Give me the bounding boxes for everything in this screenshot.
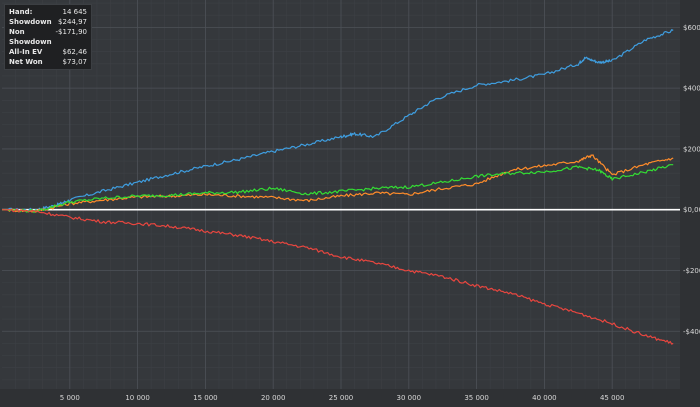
y-tick-label: $0,00 [683,206,700,214]
x-tick-label: 30 000 [397,394,422,402]
x-tick-label: 5 000 [60,394,80,402]
stat-value: 14 645 [62,8,88,16]
series-line-4 [1,208,674,345]
y-tick-label: $600 [683,24,700,32]
x-tick-label: 10 000 [125,394,150,402]
x-tick-label: 45 000 [600,394,625,402]
stat-row-net-won: Net Won $73,07 [9,57,87,67]
series-line-1 [2,29,674,212]
x-tick-label: 15 000 [193,394,218,402]
y-tick-label: $200 [683,145,700,153]
x-tick-label: 20 000 [261,394,286,402]
stat-label: Hand: [9,8,33,16]
series-layer [1,29,674,345]
stats-summary-box: Hand: 14 645 Showdown $244,97 Non Showdo… [4,4,92,70]
x-tick-label: 25 000 [329,394,354,402]
stat-row-showdown: Showdown $244,97 [9,17,87,27]
y-axis-ticks: $600 $400 $200 $0,00 -$200 -$400 [683,24,700,336]
stat-row-non-showdown: Non Showdown -$171,90 [9,27,87,47]
plot-background [0,0,680,389]
stat-value: $73,07 [62,58,88,66]
stat-value: $62,46 [62,48,88,56]
stat-label: All-In EV [9,48,43,56]
y-tick-label: -$200 [683,267,700,275]
stat-label: Non Showdown [9,28,52,46]
stat-value: $244,97 [58,18,87,26]
stat-label: Net Won [9,58,43,66]
stat-row-all-in-ev: All-In EV $62,46 [9,47,87,57]
x-axis-ticks: 5 000 10 000 15 000 20 000 25 000 30 000 35 00… [60,394,625,402]
series-line-3 [1,164,674,214]
x-tick-label: 35 000 [464,394,489,402]
stat-value: -$171,90 [55,28,87,36]
stat-row-hands: Hand: 14 645 [9,7,87,17]
y-tick-label: $400 [683,85,700,93]
x-tick-label: 40 000 [532,394,557,402]
stat-label: Showdown [9,18,52,26]
y-tick-label: -$400 [683,328,700,336]
